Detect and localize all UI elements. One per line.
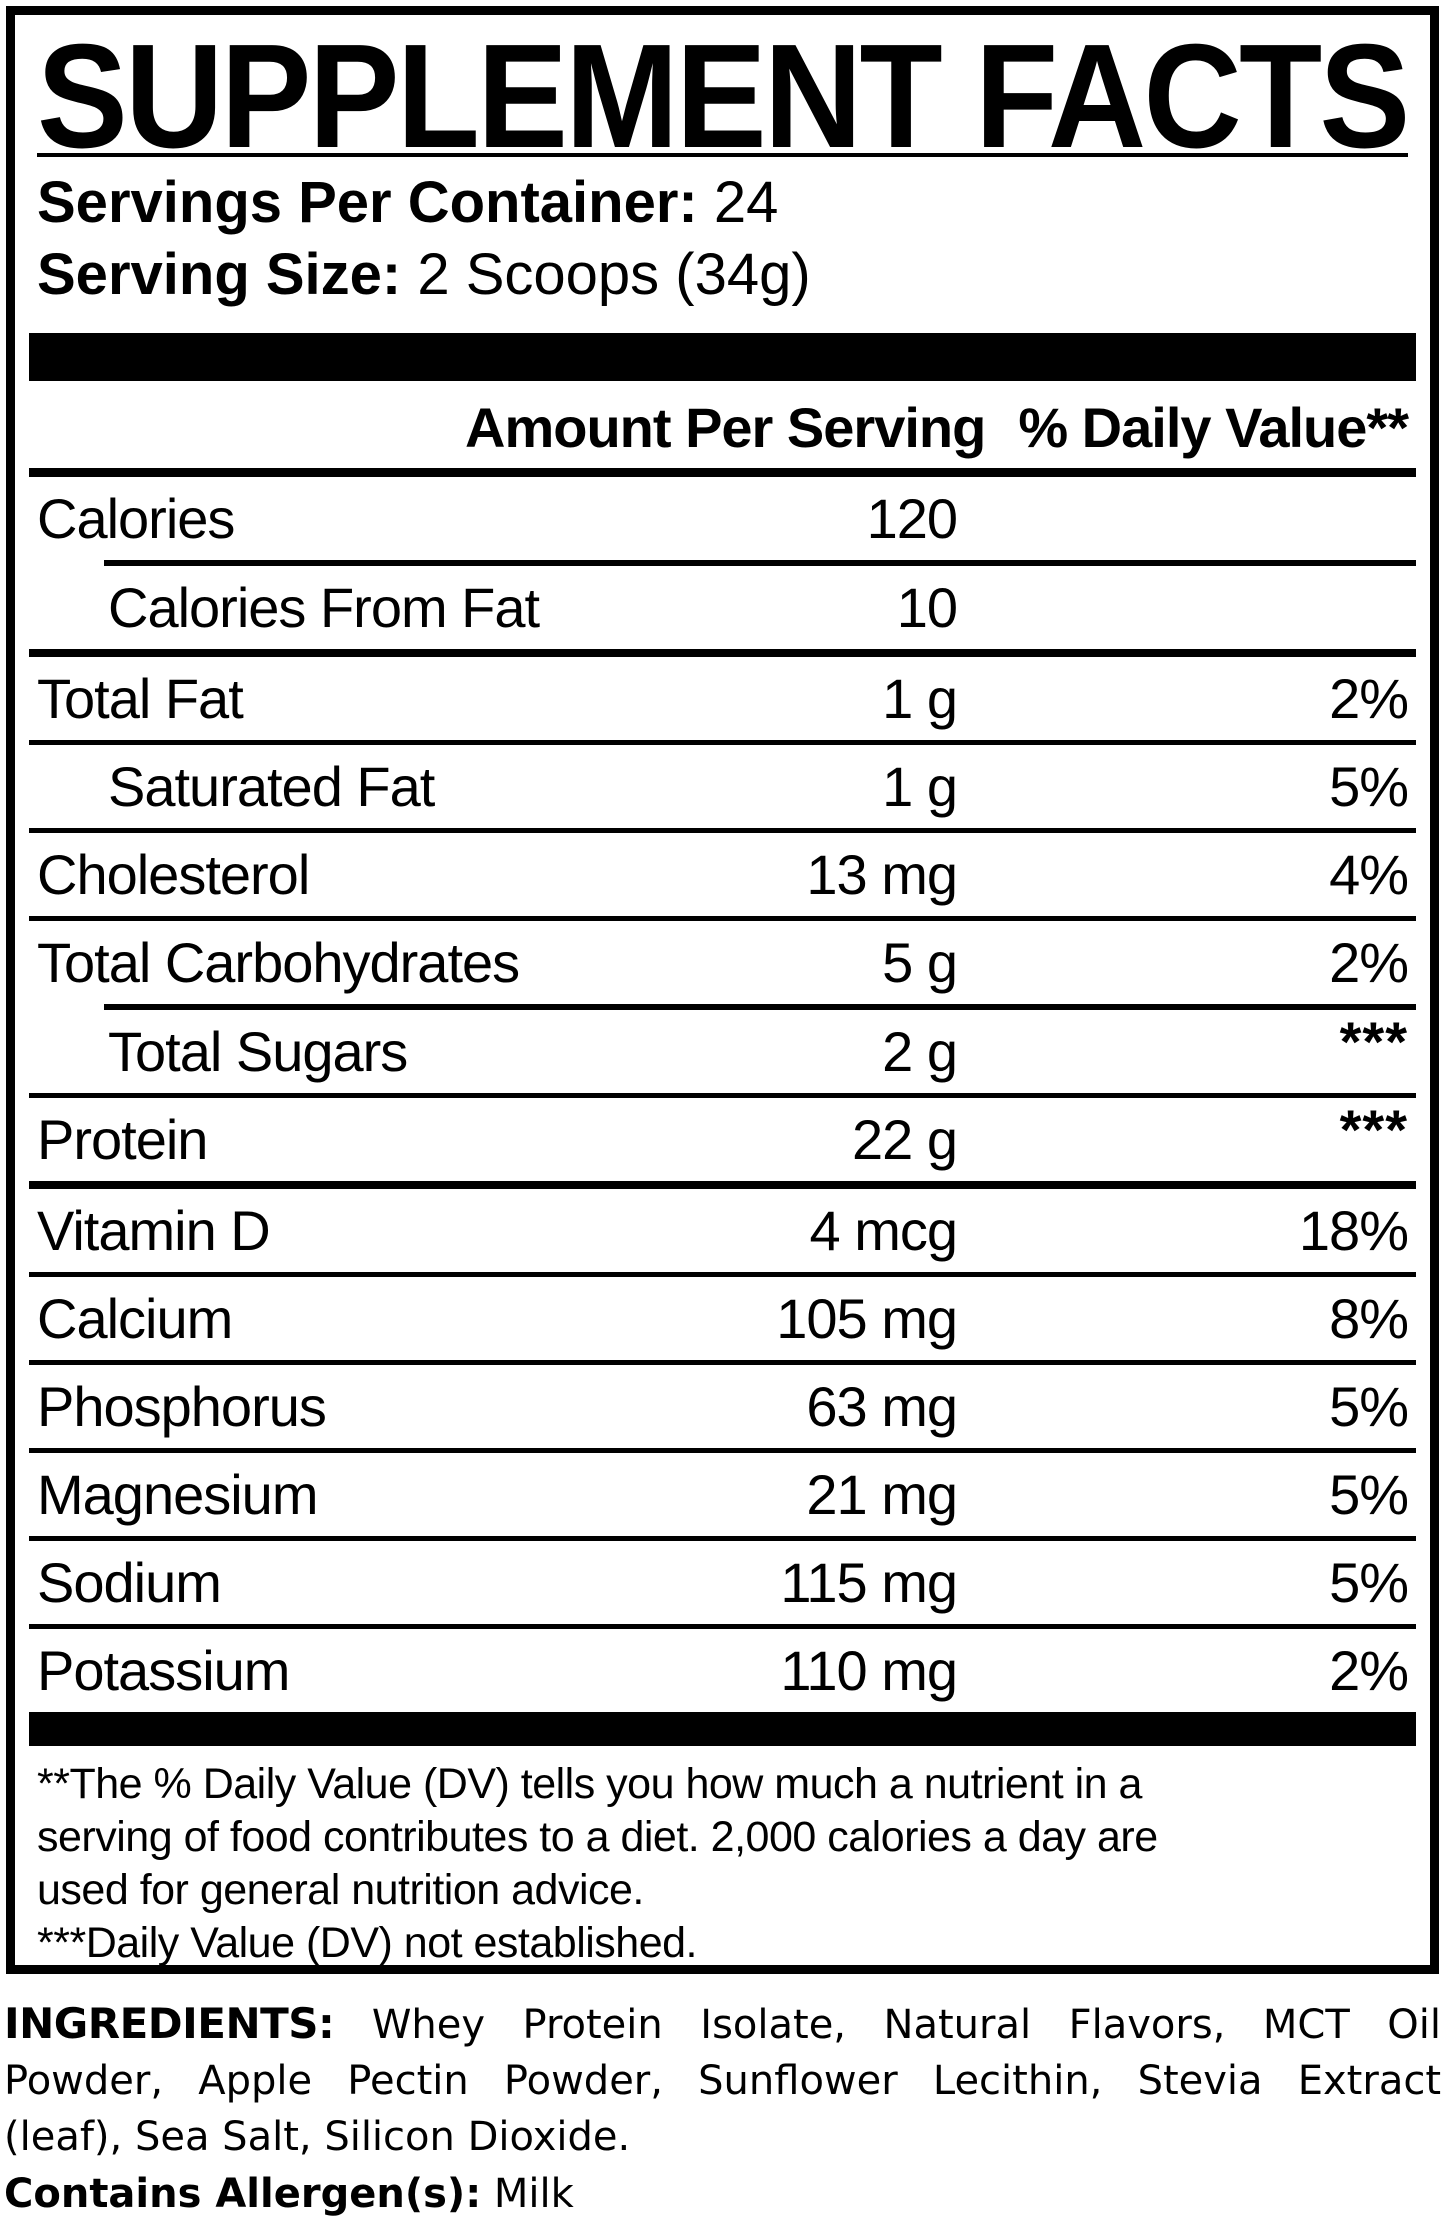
separator [29, 1093, 1416, 1098]
ingredients-line: INGREDIENTS: Whey Protein Isolate, Natur… [4, 1996, 1441, 2053]
nutrient-label: Saturated Fat [108, 755, 435, 818]
nutrient-row-saturated-fat: Saturated Fat 1 g 5% [37, 745, 1409, 828]
nutrient-label: Vitamin D [37, 1199, 271, 1262]
separator [29, 740, 1416, 745]
ingredients-line: Powder, Apple Pectin Powder, Sunflower L… [4, 2058, 1441, 2104]
nutrient-label: Total Carbohydrates [37, 931, 520, 994]
ingredients-label: INGREDIENTS: [4, 1999, 335, 2048]
servings-per-container: Servings Per Container: 24 [37, 167, 1408, 239]
nutrient-label: Sodium [37, 1551, 222, 1614]
title-divider [37, 153, 1408, 157]
nutrient-row-vitamin-d: Vitamin D 4 mcg 18% [37, 1189, 1409, 1272]
nutrient-dv: *** [1339, 1010, 1408, 1073]
nutrient-amount: 1 g [882, 755, 958, 818]
separator [104, 560, 1416, 566]
nutrient-label: Total Fat [37, 667, 244, 730]
separator [104, 1004, 1416, 1010]
servings-per-container-value: 24 [713, 170, 779, 235]
ingredients-line: (leaf), Sea Salt, Silicon Dioxide. [4, 2114, 631, 2160]
panel-title: SUPPLEMENT FACTS [37, 14, 1410, 179]
serving-size-value: 2 Scoops (34g) [417, 242, 811, 307]
footnote-line: serving of food contributes to a diet. 2… [37, 1813, 1158, 1861]
nutrient-amount: 105 mg [776, 1287, 958, 1350]
nutrient-dv: 5% [1329, 1463, 1409, 1526]
allergen-statement: Contains Allergen(s): Milk [4, 2171, 1441, 2217]
nutrient-label: Protein [37, 1108, 208, 1171]
nutrient-row-phosphorus: Phosphorus 63 mg 5% [37, 1365, 1409, 1448]
nutrient-dv: 18% [1298, 1199, 1409, 1262]
nutrient-amount: 10 [896, 576, 958, 639]
nutrient-amount: 13 mg [806, 843, 958, 906]
nutrient-amount: 5 g [882, 931, 958, 994]
separator [29, 1624, 1416, 1629]
serving-size-label: Serving Size: [37, 242, 402, 307]
nutrient-row-sodium: Sodium 115 mg 5% [37, 1541, 1409, 1624]
nutrient-dv: 8% [1329, 1287, 1409, 1350]
nutrient-row-cholesterol: Cholesterol 13 mg 4% [37, 833, 1409, 916]
nutrient-label: Calories From Fat [108, 576, 540, 639]
nutrient-dv: 5% [1329, 1375, 1409, 1438]
nutrient-label: Total Sugars [108, 1020, 408, 1083]
allergen-label: Contains Allergen(s): [4, 2171, 482, 2217]
nutrient-label: Calcium [37, 1287, 233, 1350]
nutrient-row-potassium: Potassium 110 mg 2% [37, 1629, 1409, 1712]
nutrient-dv: 2% [1329, 1639, 1409, 1702]
nutrient-amount: 110 mg [780, 1639, 958, 1702]
separator [29, 649, 1416, 657]
nutrient-row-total-carbohydrates: Total Carbohydrates 5 g 2% [37, 921, 1409, 1004]
allergen-value: Milk [493, 2171, 574, 2217]
nutrient-dv: *** [1339, 1098, 1408, 1161]
daily-value-footnote: **The % Daily Value (DV) tells you how m… [37, 1758, 1408, 1967]
ingredients-section: INGREDIENTS: Whey Protein Isolate, Natur… [4, 1996, 1441, 2217]
separator [29, 1360, 1416, 1365]
nutrient-amount: 1 g [882, 667, 958, 730]
nutrient-label: Potassium [37, 1639, 290, 1702]
ingredients-text: Whey Protein Isolate, Natural Flavors, M… [371, 2002, 1441, 2048]
nutrient-amount: 120 [866, 487, 958, 550]
nutrient-row-total-sugars: Total Sugars 2 g *** [37, 1010, 1408, 1093]
nutrient-dv: 2% [1329, 667, 1409, 730]
bottom-black-bar [29, 1712, 1416, 1746]
nutrient-amount: 4 mcg [809, 1199, 959, 1262]
nutrient-amount: 22 g [852, 1108, 958, 1171]
nutrient-label: Cholesterol [37, 843, 310, 906]
nutrient-row-protein: Protein 22 g *** [37, 1098, 1408, 1181]
nutrient-label: Magnesium [37, 1463, 318, 1526]
footnote-line: **The % Daily Value (DV) tells you how m… [37, 1760, 1142, 1808]
nutrient-dv: 4% [1329, 843, 1409, 906]
supplement-facts-panel: SUPPLEMENT FACTS Servings Per Container:… [6, 6, 1439, 1974]
separator [29, 1536, 1416, 1541]
nutrient-label: Phosphorus [37, 1375, 327, 1438]
footnote-line: ***Daily Value (DV) not established. [37, 1919, 698, 1967]
nutrient-dv: 5% [1329, 755, 1409, 818]
separator [29, 1181, 1416, 1189]
nutrient-dv: 2% [1329, 931, 1409, 994]
nutrient-row-calories-from-fat: Calories From Fat 10 [37, 566, 1408, 649]
nutrient-amount: 63 mg [806, 1375, 958, 1438]
footnote-line: used for general nutrition advice. [37, 1866, 644, 1914]
table-header: Amount Per Serving % Daily Value** [29, 381, 1416, 477]
daily-value-header: % Daily Value** [1018, 396, 1409, 459]
separator [29, 1272, 1416, 1277]
separator [29, 916, 1416, 921]
nutrient-amount: 115 mg [780, 1551, 958, 1614]
servings-per-container-label: Servings Per Container: [37, 170, 698, 235]
nutrient-amount: 21 mg [806, 1463, 958, 1526]
top-black-bar [29, 333, 1416, 381]
separator [29, 828, 1416, 833]
nutrient-row-calories: Calories 120 [37, 477, 1408, 560]
separator [29, 1448, 1416, 1453]
nutrient-label: Calories [37, 487, 235, 550]
nutrient-dv: 5% [1329, 1551, 1409, 1614]
serving-size: Serving Size: 2 Scoops (34g) [37, 239, 1408, 311]
nutrient-row-total-fat: Total Fat 1 g 2% [37, 657, 1409, 740]
nutrient-row-magnesium: Magnesium 21 mg 5% [37, 1453, 1409, 1536]
nutrient-amount: 2 g [882, 1020, 958, 1083]
serving-info: Servings Per Container: 24 Serving Size:… [37, 167, 1408, 311]
nutrient-row-calcium: Calcium 105 mg 8% [37, 1277, 1409, 1360]
amount-per-serving-header: Amount Per Serving [465, 396, 986, 459]
